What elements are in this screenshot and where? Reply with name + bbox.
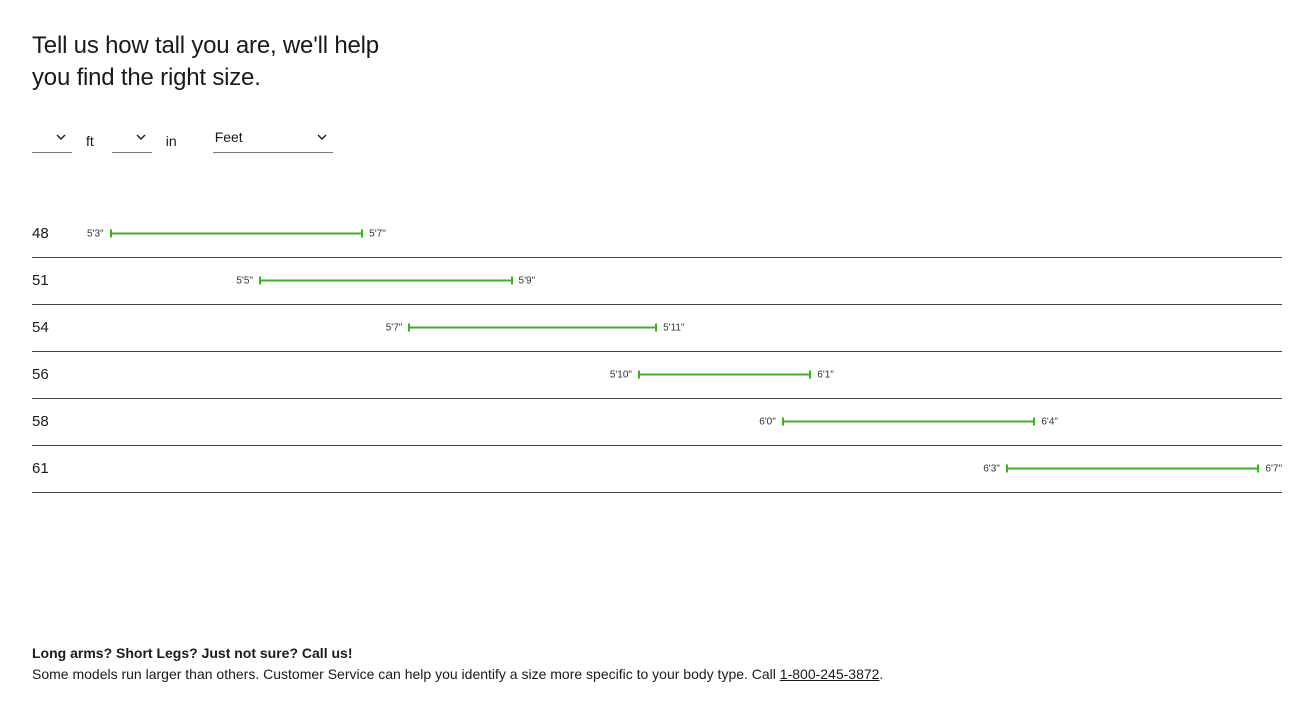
size-row: 56 5'10" 6'1" xyxy=(32,352,1282,399)
range-high-label: 6'4" xyxy=(1041,416,1058,427)
footer-body-post: . xyxy=(879,666,883,682)
range-low-label: 5'10" xyxy=(610,369,632,380)
range-high-label: 5'11" xyxy=(663,322,684,333)
size-value: 58 xyxy=(32,413,87,430)
chevron-down-icon xyxy=(56,132,66,142)
size-row: 58 6'0" 6'4" xyxy=(32,399,1282,446)
chevron-down-icon xyxy=(317,132,327,142)
inches-select[interactable] xyxy=(112,125,152,153)
range-high-label: 6'7" xyxy=(1265,463,1282,474)
feet-unit-label: ft xyxy=(84,133,100,153)
page-title: Tell us how tall you are, we'll help you… xyxy=(32,30,392,95)
footer-title: Long arms? Short Legs? Just not sure? Ca… xyxy=(32,643,1282,665)
range-bar xyxy=(1006,468,1260,470)
bar-area: 6'0" 6'4" xyxy=(87,399,1282,445)
bar-area: 5'10" 6'1" xyxy=(87,352,1282,398)
height-range: 6'0" 6'4" xyxy=(759,416,1058,427)
range-high-label: 6'1" xyxy=(817,369,834,380)
size-chart: 485'3" 5'7" 51 5'5" 5'9" 54 5'7" 5'11" 56 5'10" 6'… xyxy=(32,211,1282,493)
range-high-label: 5'9" xyxy=(519,275,536,286)
phone-link[interactable]: 1-800-245-3872 xyxy=(780,666,880,682)
footer-body-pre: Some models run larger than others. Cust… xyxy=(32,666,780,682)
unit-system-value: Feet xyxy=(215,129,243,145)
height-range: 5'3" 5'7" xyxy=(87,228,386,239)
range-low-label: 6'0" xyxy=(759,416,776,427)
bar-area: 5'3" 5'7" xyxy=(87,211,1282,257)
footer-body: Some models run larger than others. Cust… xyxy=(32,664,1282,686)
range-low-label: 6'3" xyxy=(983,463,1000,474)
range-low-label: 5'5" xyxy=(236,275,253,286)
size-value: 61 xyxy=(32,460,87,477)
size-row: 61 6'3" 6'7" xyxy=(32,446,1282,493)
unit-system-select[interactable]: Feet xyxy=(213,125,333,153)
size-row: 485'3" 5'7" xyxy=(32,211,1282,258)
size-value: 56 xyxy=(32,366,87,383)
size-value: 48 xyxy=(32,225,87,242)
bar-area: 6'3" 6'7" xyxy=(87,446,1282,492)
size-row: 51 5'5" 5'9" xyxy=(32,258,1282,305)
range-bar xyxy=(782,421,1036,423)
height-range: 5'7" 5'11" xyxy=(386,322,685,333)
bar-area: 5'5" 5'9" xyxy=(87,258,1282,304)
range-low-label: 5'3" xyxy=(87,228,104,239)
range-high-label: 5'7" xyxy=(369,228,386,239)
range-bar xyxy=(259,280,513,282)
size-value: 51 xyxy=(32,272,87,289)
size-value: 54 xyxy=(32,319,87,336)
feet-select[interactable] xyxy=(32,125,72,153)
height-controls: ft in Feet xyxy=(32,125,1282,153)
height-range: 5'5" 5'9" xyxy=(236,275,535,286)
inches-unit-label: in xyxy=(164,133,183,153)
range-low-label: 5'7" xyxy=(386,322,403,333)
size-row: 54 5'7" 5'11" xyxy=(32,305,1282,352)
range-bar xyxy=(110,233,364,235)
height-range: 6'3" 6'7" xyxy=(983,463,1282,474)
range-bar xyxy=(408,327,657,329)
chevron-down-icon xyxy=(136,132,146,142)
bar-area: 5'7" 5'11" xyxy=(87,305,1282,351)
range-bar xyxy=(638,374,811,376)
height-range: 5'10" 6'1" xyxy=(610,369,834,380)
